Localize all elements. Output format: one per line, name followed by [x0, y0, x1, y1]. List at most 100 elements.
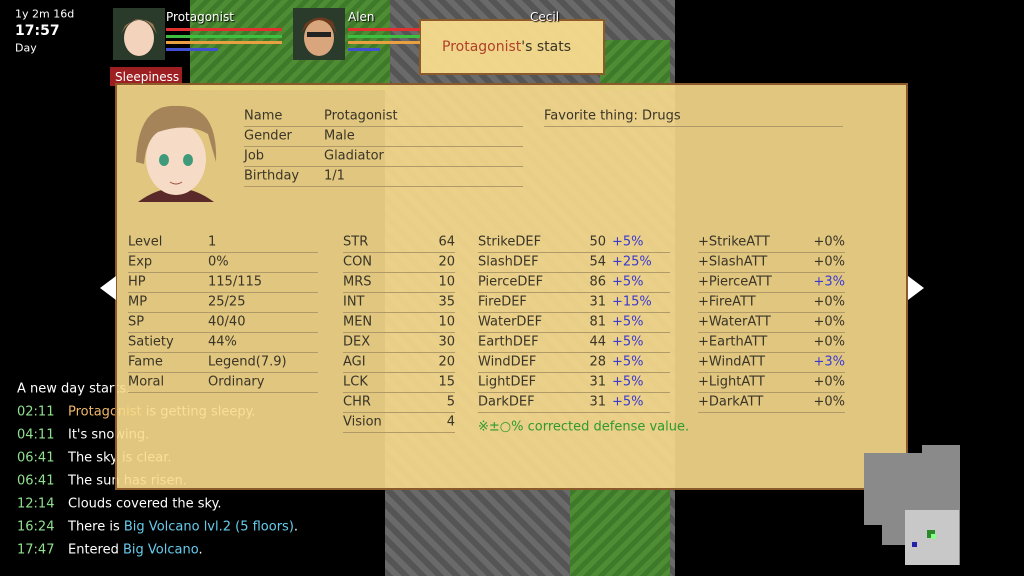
attribute-label: LCK [343, 374, 368, 390]
game-time: 17:57 [15, 23, 60, 39]
defense-value: 44 [589, 334, 606, 350]
row-underline [128, 292, 318, 293]
defense-value: 86 [589, 274, 606, 290]
attack-bonus: +3% [813, 354, 845, 370]
attack-bonus: +0% [813, 254, 845, 270]
defense-value: 50 [589, 234, 606, 250]
attack-bonus: +0% [813, 314, 845, 330]
defense-label: DarkDEF [478, 394, 535, 410]
attack-label: +WaterATT [698, 314, 771, 330]
defense-bonus: +25% [612, 254, 652, 270]
party-portrait [113, 8, 165, 60]
log-text: . [293, 519, 299, 535]
grass [190, 0, 390, 90]
attribute-value: 20 [438, 354, 455, 370]
stat-label: SP [128, 314, 145, 330]
stat-value: 115/115 [208, 274, 263, 290]
attribute-label: INT [343, 294, 365, 310]
attack-label: +PierceATT [698, 274, 772, 290]
attribute-label: Vision [343, 414, 382, 430]
gauge-bar [166, 47, 219, 51]
stats-panel [115, 83, 908, 490]
stat-value: 1 [208, 234, 217, 250]
gauge-bar [348, 41, 420, 44]
row-underline [128, 252, 318, 253]
row-underline [343, 412, 455, 413]
defense-bonus: +5% [612, 314, 644, 330]
row-underline [343, 252, 455, 253]
defense-value: 28 [589, 354, 606, 370]
defense-bonus: +5% [612, 274, 644, 290]
row-underline [478, 272, 670, 273]
stat-value: Legend(7.9) [208, 354, 287, 370]
profile-value: 1/1 [324, 168, 345, 184]
row-underline [343, 372, 455, 373]
log-line: Clouds covered the sky. [68, 498, 222, 511]
gauge-bar [348, 34, 420, 38]
profile-value: Protagonist [324, 108, 398, 124]
attribute-label: AGI [343, 354, 366, 370]
profile-label: Birthday [244, 168, 300, 184]
attribute-label: CHR [343, 394, 371, 410]
defense-value: 31 [589, 374, 606, 390]
row-underline [343, 272, 455, 273]
profile-label: Name [244, 108, 283, 124]
attribute-value: 15 [438, 374, 455, 390]
defense-label: FireDEF [478, 294, 527, 310]
character-portrait [136, 105, 217, 202]
row-underline [244, 146, 523, 147]
defense-value: 54 [589, 254, 606, 270]
profile-value: Gladiator [324, 148, 384, 164]
defense-label: WaterDEF [478, 314, 543, 330]
status-tag-bg [110, 67, 182, 86]
defense-value: 31 [589, 294, 606, 310]
row-underline [343, 332, 455, 333]
row-underline [478, 312, 670, 313]
attack-bonus: +0% [813, 334, 845, 350]
row-underline [343, 312, 455, 313]
log-time: 16:24 [17, 519, 55, 535]
next-arrow[interactable] [908, 276, 924, 300]
attribute-label: STR [343, 234, 369, 250]
stat-label: Fame [128, 354, 163, 370]
row-underline [128, 272, 318, 273]
row-underline [698, 412, 845, 413]
defense-bonus: +15% [612, 294, 652, 310]
profile-label: Gender [244, 128, 292, 144]
window-title: Protagonist's stats [442, 40, 571, 54]
row-underline [698, 332, 845, 333]
log-time: 17:47 [17, 542, 55, 558]
stat-label: MP [128, 294, 148, 310]
prev-arrow[interactable] [100, 276, 116, 300]
gauge-bar [348, 47, 381, 51]
gauge-bar [166, 28, 282, 31]
row-underline [478, 252, 670, 253]
defense-bonus: +5% [612, 374, 644, 390]
game-date: 1y 2m 16d [15, 7, 75, 21]
gauge-bar [348, 28, 420, 31]
row-underline [698, 272, 845, 273]
profile-value: Male [324, 128, 355, 144]
log-text: Entered [68, 542, 123, 558]
favorite-thing: Favorite thing: Drugs [544, 108, 681, 124]
row-underline [244, 186, 523, 187]
log-time: 06:41 [17, 450, 55, 466]
title-name: Protagonist [442, 39, 522, 55]
log-text: Big Volcano [123, 542, 199, 558]
stat-value: Ordinary [208, 374, 265, 390]
row-underline [244, 166, 523, 167]
row-underline [128, 352, 318, 353]
gauge-bar [166, 41, 282, 44]
log-time: 02:11 [17, 404, 55, 420]
stat-value: 40/40 [208, 314, 246, 330]
attribute-value: 4 [446, 414, 455, 430]
row-underline [244, 126, 523, 127]
defense-label: LightDEF [478, 374, 537, 390]
defense-label: SlashDEF [478, 254, 539, 270]
log-time: 04:11 [17, 427, 55, 443]
row-underline [698, 392, 845, 393]
attribute-label: MRS [343, 274, 372, 290]
defense-value: 81 [589, 314, 606, 330]
attribute-label: CON [343, 254, 373, 270]
stat-value: 44% [208, 334, 237, 350]
